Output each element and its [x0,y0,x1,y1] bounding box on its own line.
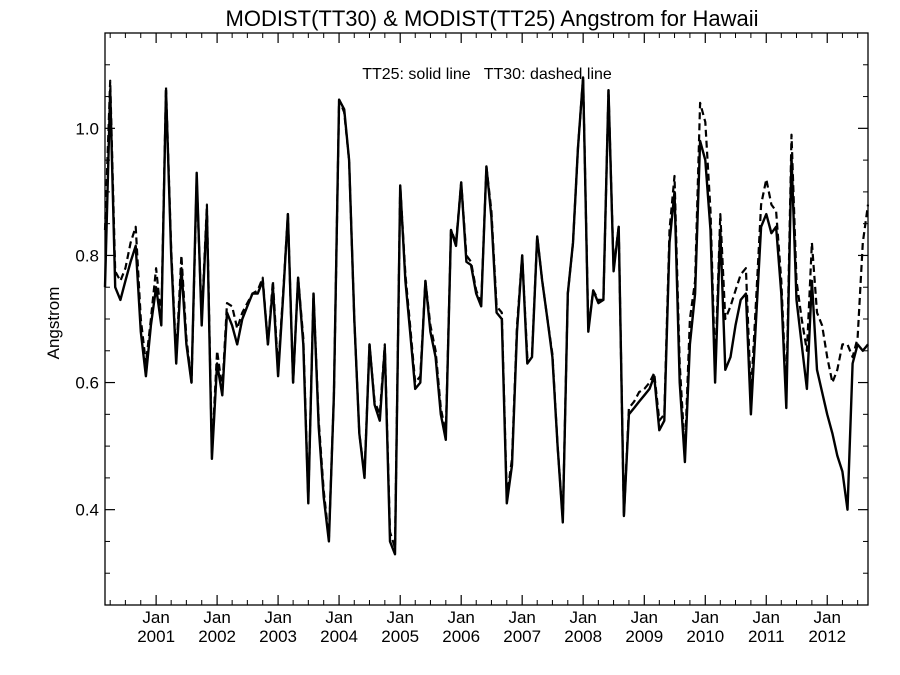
x-tick-month-label: Jan [569,608,596,627]
axis-ticks [105,32,868,605]
x-tick-month-label: Jan [386,608,413,627]
x-tick-year-label: 2010 [686,627,724,646]
x-tick-year-label: 2006 [442,627,480,646]
x-tick-year-label: 2005 [381,627,419,646]
x-tick-month-label: Jan [325,608,352,627]
x-tick-month-label: Jan [447,608,474,627]
line-style-annotation: TT25: solid line TT30: dashed line [362,66,612,83]
x-tick-month-label: Jan [753,608,780,627]
x-tick-year-label: 2007 [503,627,541,646]
series-layer [103,76,870,556]
y-tick-label: 0.4 [75,501,99,520]
chart-title: MODIST(TT30) & MODIST(TT25) Angstrom for… [226,6,759,31]
series-line-tt25 [103,76,869,556]
x-tick-month-label: Jan [692,608,719,627]
x-tick-month-label: Jan [142,608,169,627]
x-tick-month-label: Jan [264,608,291,627]
x-tick-year-label: 2012 [808,627,846,646]
x-tick-year-label: 2002 [198,627,236,646]
y-tick-label: 1.0 [75,119,99,138]
x-tick-month-label: Jan [508,608,535,627]
y-tick-label: 0.8 [75,246,99,265]
axis-tick-labels: 0.40.60.81.0Jan2001Jan2002Jan2003Jan2004… [75,119,846,646]
x-tick-year-label: 2003 [259,627,297,646]
x-tick-year-label: 2011 [748,627,785,646]
y-axis-label: Angstrom [44,287,63,360]
series-line-tt30 [103,76,870,549]
x-tick-year-label: 2008 [564,627,602,646]
x-tick-month-label: Jan [631,608,658,627]
plot-frame [104,32,869,606]
x-tick-year-label: 2004 [320,627,358,646]
y-tick-label: 0.6 [75,374,99,393]
x-tick-year-label: 2001 [137,627,175,646]
x-tick-year-label: 2009 [625,627,663,646]
x-tick-month-label: Jan [814,608,841,627]
x-tick-month-label: Jan [203,608,230,627]
